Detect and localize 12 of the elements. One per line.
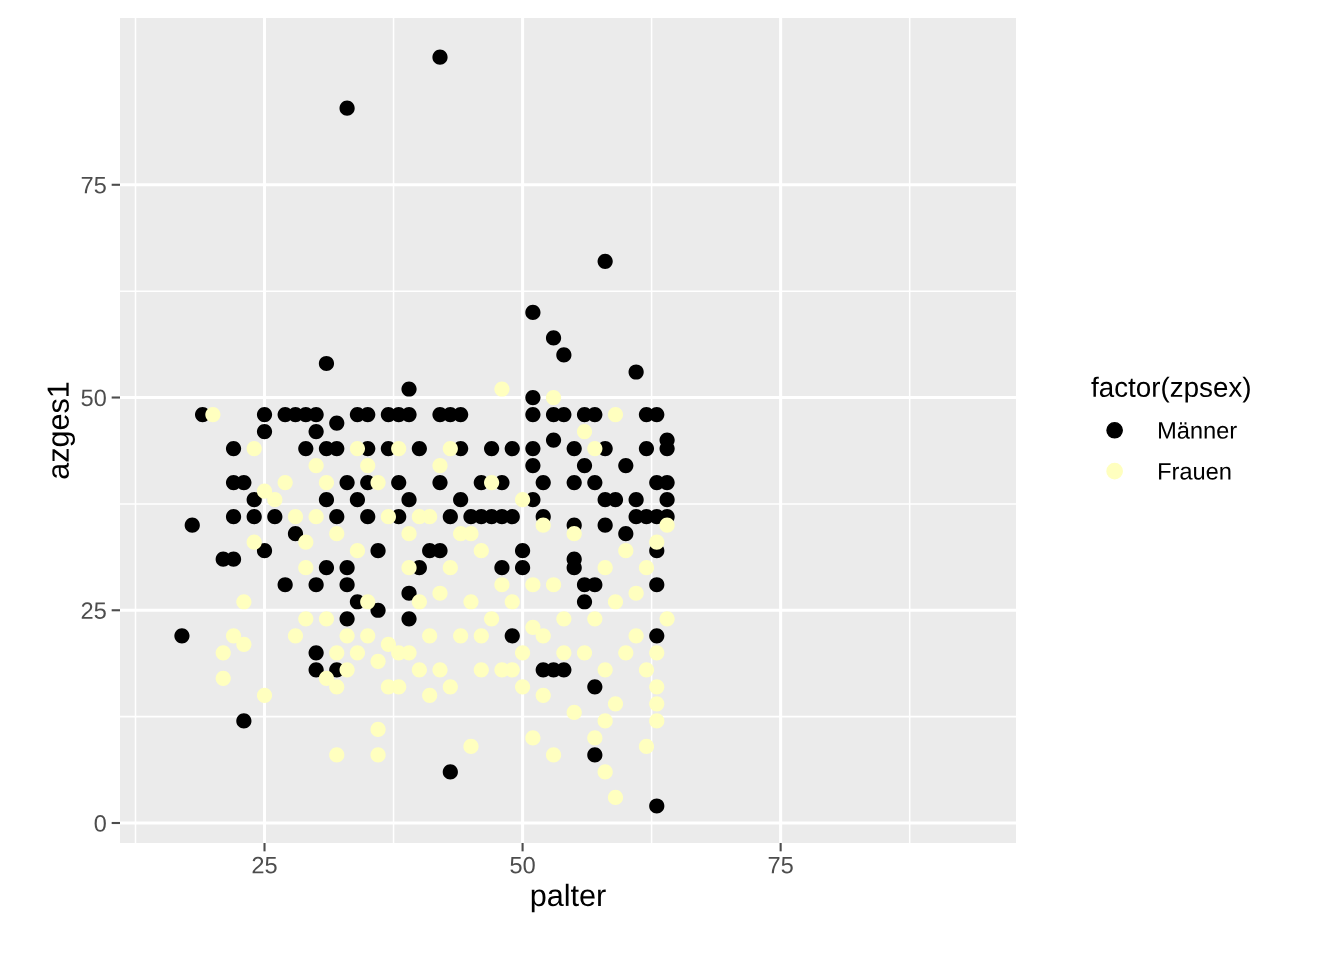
- y-tick-label: 0: [94, 815, 106, 832]
- x-tick-label: 25: [252, 856, 277, 874]
- x-tick-label: 50: [510, 856, 535, 874]
- y-tick-label: 75: [81, 177, 106, 194]
- legend-label: Männer: [1159, 422, 1237, 439]
- y-axis-title: azges1: [47, 382, 75, 479]
- x-axis-title: palter: [531, 883, 606, 913]
- x-tick-label: 75: [768, 857, 793, 874]
- legend-title: factor(zpsex): [1091, 376, 1250, 403]
- y-tick-label: 50: [81, 389, 106, 407]
- legend-label: Frauen: [1159, 463, 1231, 480]
- y-tick-label: 25: [81, 602, 106, 620]
